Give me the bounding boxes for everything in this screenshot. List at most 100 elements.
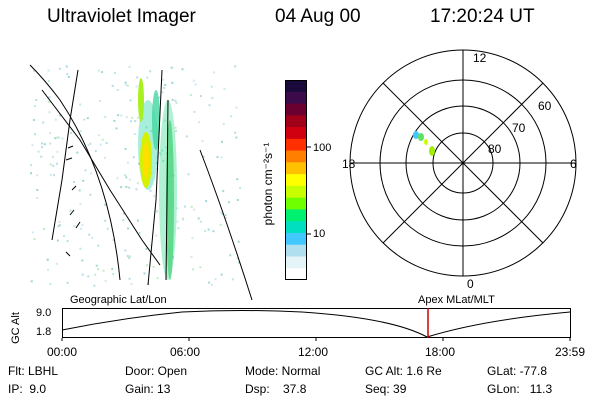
speckle-pixel bbox=[208, 281, 211, 284]
speckle-pixel bbox=[97, 134, 100, 137]
speckle-pixel bbox=[66, 240, 69, 243]
speckle-pixel bbox=[172, 256, 174, 259]
speckle-pixel bbox=[112, 273, 115, 276]
speckle-pixel bbox=[174, 99, 177, 102]
speckle-pixel bbox=[124, 174, 127, 177]
speckle-pixel bbox=[220, 273, 223, 276]
colorbar-cell bbox=[285, 221, 307, 234]
time-tick-2359: 23:59 bbox=[555, 345, 586, 359]
speckle-pixel bbox=[49, 282, 52, 285]
speckle-pixel bbox=[219, 223, 222, 226]
mlt-label-6: 6 bbox=[570, 157, 577, 171]
speckle-pixel bbox=[189, 94, 192, 96]
speckle-pixel bbox=[33, 70, 35, 73]
speckle-pixel bbox=[48, 111, 51, 114]
speckle-pixel bbox=[153, 194, 156, 197]
speckle-pixel bbox=[222, 190, 225, 193]
time-tick-0000: 00:00 bbox=[47, 345, 78, 359]
speckle-pixel bbox=[65, 65, 68, 68]
speckle-pixel bbox=[127, 227, 130, 230]
speckle-pixel bbox=[37, 150, 40, 153]
glon-info: GLon: 11.3 bbox=[487, 382, 553, 396]
speckle-pixel bbox=[35, 99, 38, 101]
speckle-pixel bbox=[101, 138, 104, 141]
speckle-pixel bbox=[106, 227, 109, 230]
lat-label-80: 80 bbox=[488, 142, 502, 156]
speckle-pixel bbox=[135, 85, 138, 88]
speckle-pixel bbox=[207, 228, 210, 231]
mode-info: Mode: Normal bbox=[245, 364, 321, 378]
speckle-pixel bbox=[149, 70, 152, 73]
speckle-pixel bbox=[199, 220, 202, 223]
speckle-pixel bbox=[43, 143, 46, 146]
speckle-pixel bbox=[163, 86, 166, 89]
speckle-pixel bbox=[33, 238, 36, 240]
speckle-pixel bbox=[57, 225, 60, 228]
seq-info: Seq: 39 bbox=[365, 382, 407, 396]
speckle-pixel bbox=[237, 240, 240, 243]
speckle-pixel bbox=[32, 119, 35, 121]
speckle-pixel bbox=[145, 247, 148, 250]
speckle-pixel bbox=[34, 133, 37, 136]
speckle-pixel bbox=[143, 272, 146, 275]
speckle-pixel bbox=[133, 133, 136, 135]
speckle-pixel bbox=[124, 148, 127, 150]
speckle-pixel bbox=[49, 173, 52, 176]
speckle-pixel bbox=[43, 228, 45, 231]
speckle-pixel bbox=[174, 126, 177, 129]
speckle-pixel bbox=[152, 266, 155, 268]
colorbar-cell bbox=[285, 197, 307, 210]
speckle-pixel bbox=[81, 223, 84, 226]
colorbar-cell bbox=[285, 244, 307, 257]
speckle-pixel bbox=[162, 78, 165, 81]
speckle-pixel bbox=[73, 225, 76, 228]
speckle-pixel bbox=[79, 130, 82, 133]
speckle-pixel bbox=[104, 219, 107, 222]
speckle-pixel bbox=[124, 84, 127, 86]
speckle-pixel bbox=[171, 81, 174, 84]
speckle-pixel bbox=[97, 69, 100, 72]
speckle-pixel bbox=[126, 255, 129, 258]
speckle-pixel bbox=[158, 96, 161, 99]
speckle-pixel bbox=[234, 65, 237, 68]
speckle-pixel bbox=[164, 84, 167, 86]
speckle-pixel bbox=[117, 114, 120, 117]
speckle-pixel bbox=[163, 119, 166, 122]
speckle-pixel bbox=[54, 137, 57, 140]
speckle-pixel bbox=[101, 71, 104, 74]
speckle-pixel bbox=[130, 282, 133, 285]
speckle-pixel bbox=[210, 283, 213, 286]
speckle-pixel bbox=[214, 278, 217, 280]
speckle-pixel bbox=[191, 237, 194, 240]
speckle-pixel bbox=[104, 156, 106, 159]
speckle-pixel bbox=[58, 67, 61, 70]
aurora-oval bbox=[138, 78, 177, 280]
speckle-pixel bbox=[104, 280, 107, 282]
speckle-pixel bbox=[165, 146, 168, 149]
polar-mlt-plot: 12 6 0 18 60 70 80 bbox=[342, 49, 577, 291]
speckle-pixel bbox=[138, 231, 141, 234]
ip-info: IP: 9.0 bbox=[8, 382, 47, 396]
speckle-pixel bbox=[47, 96, 50, 99]
speckle-pixel bbox=[42, 121, 45, 124]
speckle-pixel bbox=[230, 115, 233, 118]
gain-info: Gain: 13 bbox=[125, 382, 171, 396]
speckle-pixel bbox=[137, 116, 140, 119]
speckle-pixel bbox=[56, 136, 59, 139]
lat-label-70: 70 bbox=[512, 121, 526, 135]
speckle-pixel bbox=[126, 161, 129, 164]
speckle-pixel bbox=[222, 123, 225, 126]
speckle-pixel bbox=[56, 150, 59, 153]
speckle-pixel bbox=[208, 104, 211, 107]
dsp-info: Dsp: 37.8 bbox=[245, 382, 307, 396]
colorbar-cell bbox=[285, 174, 307, 187]
apex-panel-label: Apex MLat/MLT bbox=[418, 294, 495, 306]
speckle-pixel bbox=[73, 181, 75, 184]
speckle-pixel bbox=[161, 91, 164, 94]
speckle-pixel bbox=[158, 152, 161, 154]
speckle-pixel bbox=[137, 219, 139, 222]
colorbar-cell bbox=[285, 115, 307, 128]
speckle-pixel bbox=[238, 261, 241, 264]
speckle-pixel bbox=[223, 88, 226, 91]
glat-info: GLat: -77.8 bbox=[487, 364, 548, 378]
